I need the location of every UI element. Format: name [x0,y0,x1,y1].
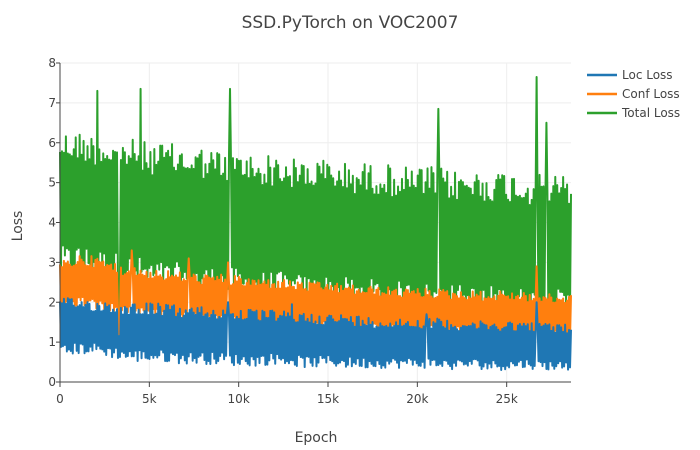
y-tick-label: 2 [48,295,56,309]
x-tick-label: 25k [496,392,518,406]
legend[interactable]: Loc Loss Conf Loss Total Loss [587,68,680,120]
legend-item-loc-loss[interactable]: Loc Loss [587,68,673,82]
y-axis-ticks: 0 1 2 3 4 5 6 7 8 [48,56,60,389]
series-line-conf-loss [59,249,572,341]
legend-label: Total Loss [621,106,680,120]
legend-label: Conf Loss [622,87,680,101]
y-tick-label: 3 [48,255,56,269]
x-tick-label: 5k [142,392,157,406]
plot-area [59,75,572,371]
legend-item-conf-loss[interactable]: Conf Loss [587,87,680,101]
y-tick-label: 8 [48,56,56,70]
legend-item-total-loss[interactable]: Total Loss [587,106,680,120]
series-line-loc-loss [59,297,572,371]
y-tick-label: 5 [48,176,56,190]
y-tick-label: 0 [48,375,56,389]
legend-label: Loc Loss [622,68,673,82]
x-tick-label: 20k [406,392,428,406]
chart-title: SSD.PyTorch on VOC2007 [242,13,459,33]
series-line-total-loss [59,75,572,336]
x-tick-label: 0 [56,392,64,406]
x-axis-ticks: 0 5k 10k 15k 20k 25k [56,382,518,406]
y-axis-label: Loss [10,211,26,242]
y-tick-label: 1 [48,335,56,349]
x-tick-label: 10k [228,392,250,406]
y-tick-label: 4 [48,216,56,230]
y-tick-label: 6 [48,136,56,150]
x-axis-label: Epoch [295,430,338,446]
y-tick-label: 7 [48,96,56,110]
x-tick-label: 15k [317,392,339,406]
